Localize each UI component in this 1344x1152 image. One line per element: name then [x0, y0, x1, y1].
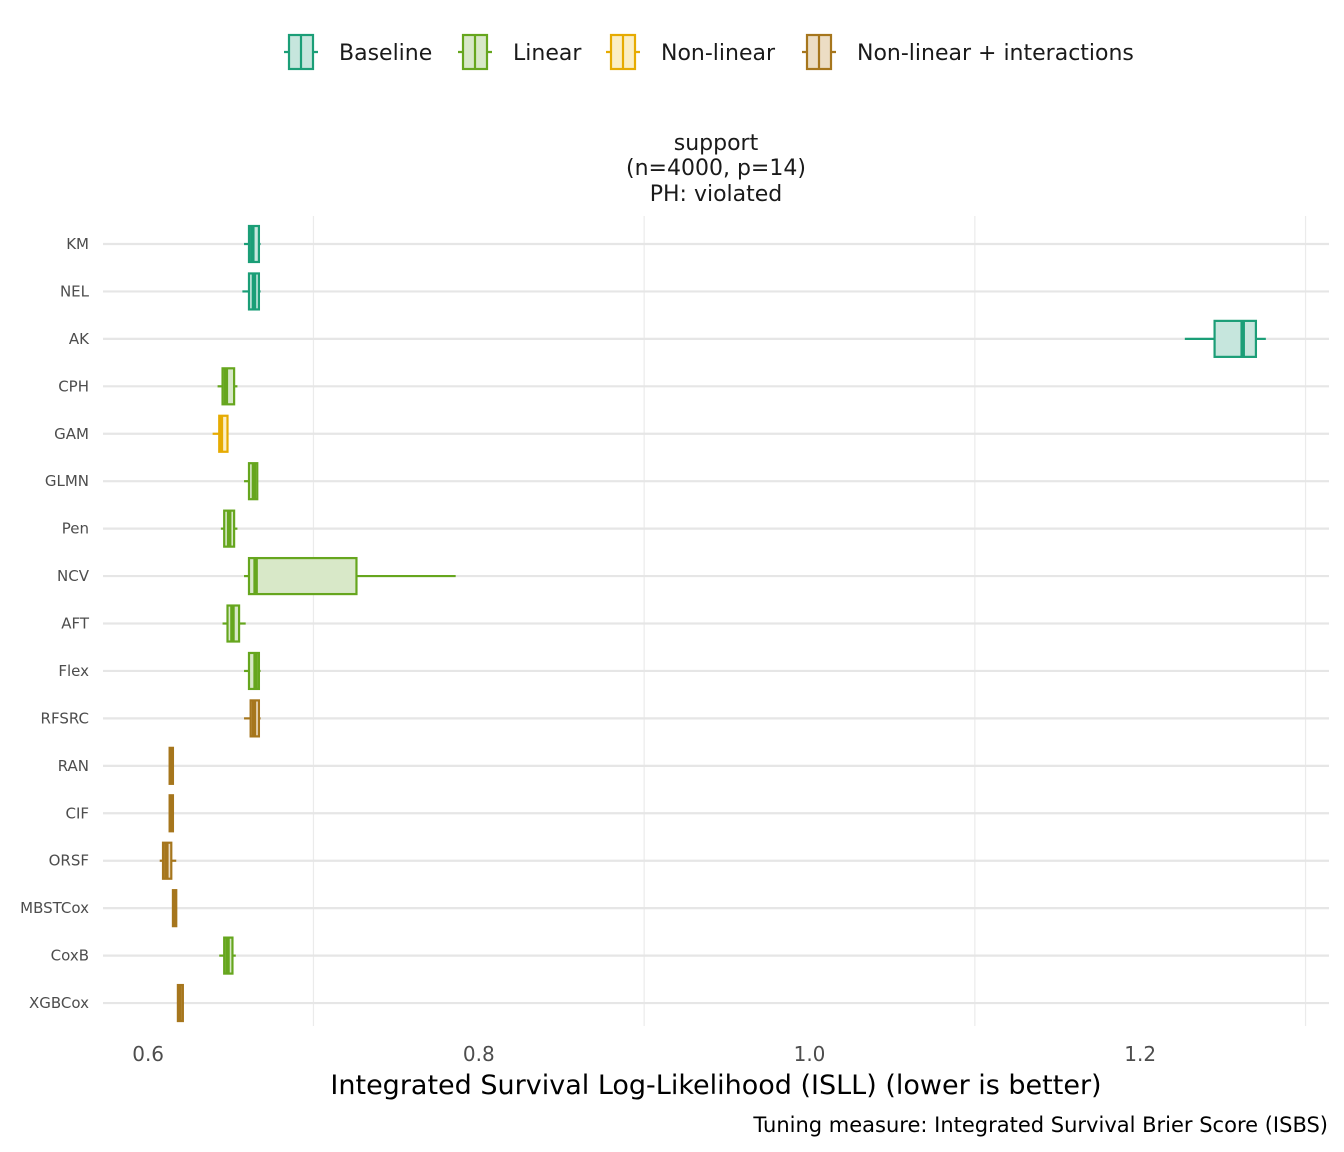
x-tick-label: 1.0	[794, 1042, 826, 1066]
legend-item-non-linear-interactions: Non-linear + interactions	[802, 33, 1134, 71]
box-cph	[217, 367, 238, 406]
box-pen	[220, 509, 238, 548]
box-body	[221, 367, 236, 406]
y-axis: KM NEL AK CPH GAM GLMN Pen NCV AFT Flex RFSRC RAN CI…	[20, 235, 90, 1012]
grid	[103, 216, 1329, 1026]
legend-item-linear: Linear	[458, 33, 582, 71]
x-axis: 0.6 0.8 1.0 1.2	[132, 1042, 1156, 1066]
x-tick-label: 0.8	[463, 1042, 495, 1066]
x-tick-label: 0.6	[132, 1042, 164, 1066]
legend-label: Non-linear + interactions	[857, 41, 1134, 66]
facet-title-line-1: support	[674, 131, 759, 156]
plot-marks	[159, 224, 1266, 1023]
y-tick-label-cif: CIF	[65, 804, 89, 822]
y-tick-label-gam: GAM	[54, 425, 89, 443]
y-tick-label-ak: AK	[69, 330, 90, 348]
x-tick-label: 1.2	[1124, 1042, 1156, 1066]
box-coxb	[219, 936, 236, 975]
box-flex	[244, 651, 261, 691]
legend-item-non-linear: Non-linear	[606, 33, 776, 71]
box-km	[244, 224, 261, 264]
y-tick-label-coxb: CoxB	[51, 947, 89, 965]
y-tick-label-cph: CPH	[58, 377, 89, 395]
y-tick-label-ncv: NCV	[57, 567, 90, 585]
y-tick-label-glmn: GLMN	[45, 472, 89, 490]
legend-label: Linear	[513, 41, 582, 66]
y-tick-label-mbstcox: MBSTCox	[20, 899, 89, 917]
box-ak	[1184, 319, 1266, 358]
y-tick-label-ran: RAN	[58, 757, 89, 775]
legend-label: Baseline	[339, 41, 432, 66]
box-gam	[212, 414, 229, 453]
box-body	[1213, 319, 1258, 358]
facet-strip: support (n=4000, p=14) PH: violated	[626, 131, 806, 207]
legend-item-baseline: Baseline	[284, 33, 432, 71]
box-mbstcox	[171, 889, 178, 928]
x-axis-title: Integrated Survival Log-Likelihood (ISLL…	[330, 1070, 1101, 1101]
box-orsf	[159, 841, 177, 880]
y-tick-label-flex: Flex	[58, 662, 89, 680]
y-tick-label-aft: AFT	[61, 615, 90, 633]
box-ran	[168, 746, 175, 785]
y-tick-label-orsf: ORSF	[49, 852, 89, 870]
y-tick-label-pen: Pen	[62, 520, 89, 538]
y-tick-label-rfsrc: RFSRC	[41, 709, 89, 727]
y-tick-label-xgbcox: XGBCox	[29, 994, 89, 1012]
box-aft	[222, 604, 246, 643]
box-nel	[242, 272, 261, 311]
box-xgbcox	[176, 983, 184, 1023]
legend-label: Non-linear	[661, 41, 776, 66]
facet-title-line-3: PH: violated	[650, 182, 783, 207]
facet-title-line-2: (n=4000, p=14)	[626, 156, 806, 181]
y-tick-label-km: KM	[66, 235, 89, 253]
box-cif	[168, 794, 175, 833]
legend: Baseline Linear Non-linear Non-linear + int…	[284, 33, 1134, 71]
box-rfsrc	[244, 699, 261, 738]
y-tick-label-nel: NEL	[60, 282, 90, 300]
box-body	[247, 556, 358, 596]
box-glmn	[244, 462, 259, 501]
caption: Tuning measure: Integrated Survival Brie…	[752, 1113, 1328, 1137]
box-ncv	[244, 556, 456, 596]
